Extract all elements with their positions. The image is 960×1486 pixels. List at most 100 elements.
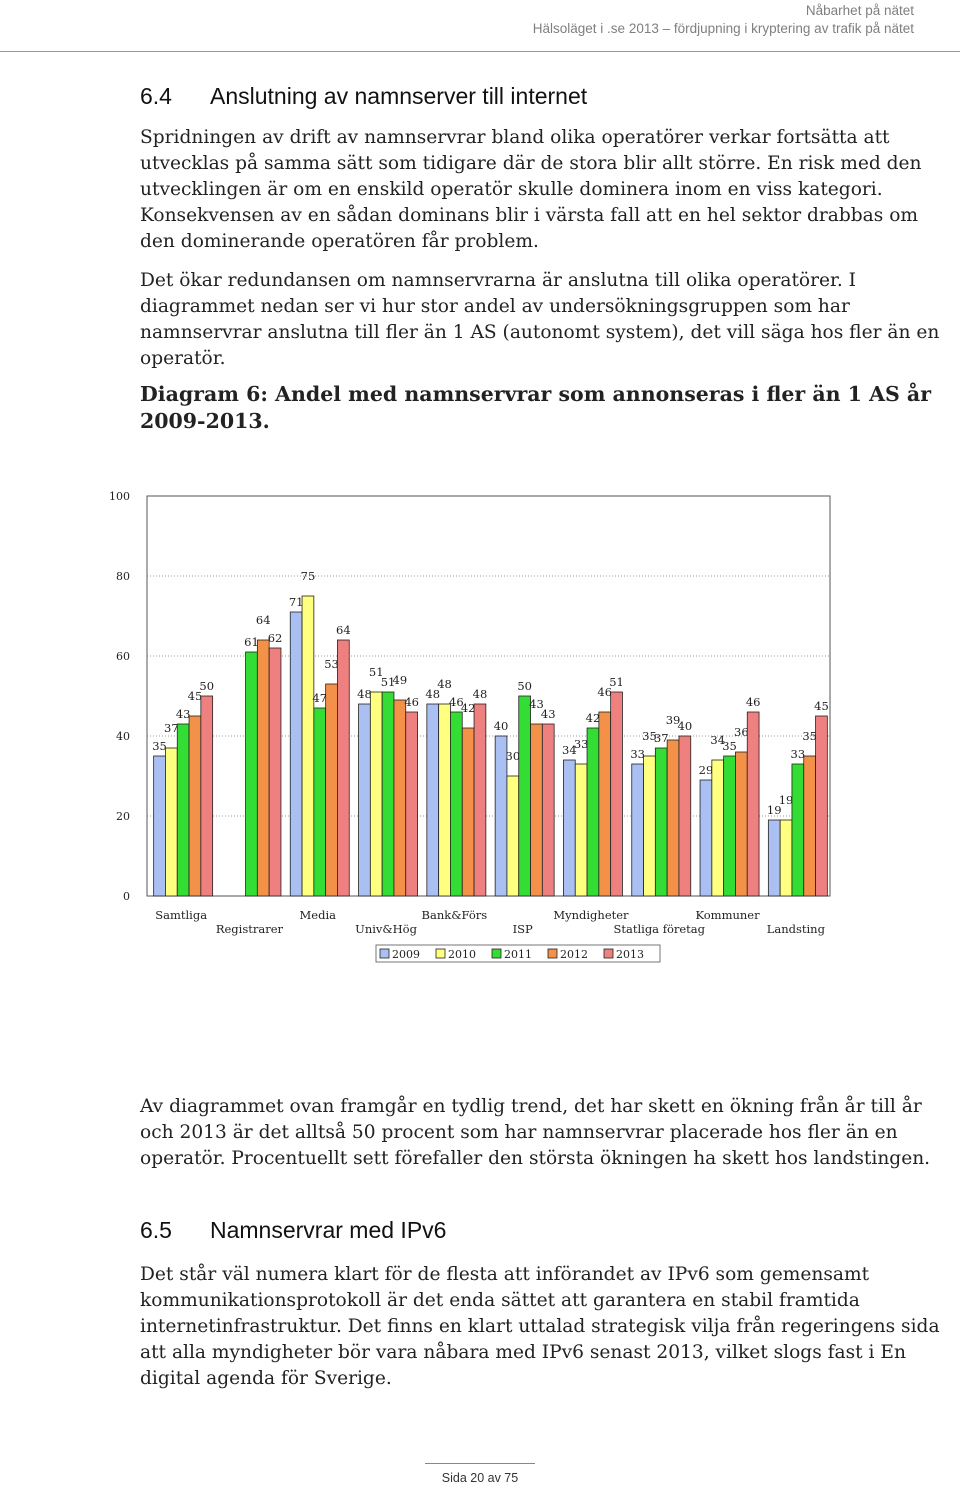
data-label: 64 xyxy=(256,613,271,627)
data-label: 48 xyxy=(437,677,452,691)
data-label: 40 xyxy=(678,719,693,733)
data-label: 35 xyxy=(802,729,817,743)
data-label: 48 xyxy=(357,687,372,701)
data-label: 46 xyxy=(746,695,761,709)
data-label: 62 xyxy=(268,631,283,645)
data-label: 35 xyxy=(642,729,657,743)
bar xyxy=(767,819,781,897)
bar xyxy=(541,723,555,897)
section-number: 6.5 xyxy=(140,1217,172,1243)
data-label: 47 xyxy=(312,691,327,705)
y-tick-label: 60 xyxy=(116,650,130,663)
bar xyxy=(779,819,793,897)
bar xyxy=(381,691,395,897)
bar xyxy=(598,711,612,897)
bar xyxy=(610,691,623,897)
data-label: 48 xyxy=(425,687,440,701)
bar xyxy=(506,775,520,897)
data-label: 42 xyxy=(586,711,601,725)
section-title: Namnservrar med IPv6 xyxy=(210,1217,447,1243)
data-label: 33 xyxy=(630,747,645,761)
header-line-1: Nåbarhet på nätet xyxy=(805,3,914,18)
paragraph-redundancy: Det ökar redundansen om namnservrarna är… xyxy=(140,270,940,369)
data-label: 29 xyxy=(699,763,714,777)
x-tick-label: Univ&Hög xyxy=(355,922,417,936)
y-tick-label: 80 xyxy=(116,570,130,583)
data-label: 50 xyxy=(517,679,532,693)
bar xyxy=(165,747,178,897)
y-tick-label: 0 xyxy=(123,890,130,903)
bar xyxy=(153,755,166,897)
legend-swatch xyxy=(603,948,614,959)
bar xyxy=(369,691,383,897)
bar xyxy=(711,759,725,897)
bar xyxy=(563,759,576,897)
data-label: 46 xyxy=(597,685,612,699)
bar xyxy=(325,683,338,897)
bar xyxy=(518,695,531,897)
data-label: 36 xyxy=(734,725,749,739)
diagram-caption: Diagram 6: Andel med namnservrar som ann… xyxy=(140,382,932,433)
data-label: 33 xyxy=(791,747,806,761)
data-label: 43 xyxy=(176,707,191,721)
bar-chart: 1008060402003537434550616462717547536448… xyxy=(109,490,831,963)
data-label: 40 xyxy=(494,719,509,733)
data-label: 71 xyxy=(289,595,304,609)
bar xyxy=(803,755,816,897)
bar xyxy=(450,711,463,897)
page-footer: Sida 20 av 75 xyxy=(441,1471,519,1485)
data-label: 51 xyxy=(369,665,384,679)
data-label: 19 xyxy=(767,803,782,817)
data-label: 45 xyxy=(188,689,203,703)
footer-divider xyxy=(425,1463,535,1464)
data-label: 39 xyxy=(666,713,681,727)
legend-swatch xyxy=(547,948,558,959)
x-tick-label: Kommuner xyxy=(695,908,760,922)
bar xyxy=(268,647,282,897)
legend-swatch xyxy=(379,948,390,959)
bar xyxy=(746,711,760,897)
bar xyxy=(699,779,713,897)
bar xyxy=(574,763,588,897)
bar xyxy=(313,707,327,897)
bar xyxy=(815,715,828,897)
data-label: 46 xyxy=(449,695,464,709)
bar xyxy=(461,727,475,897)
bar xyxy=(301,595,315,897)
data-label: 42 xyxy=(461,701,476,715)
bar xyxy=(245,651,258,897)
bar xyxy=(530,723,543,897)
legend-label: 2009 xyxy=(392,948,420,961)
y-tick-label: 40 xyxy=(116,730,130,743)
bar xyxy=(188,715,202,897)
section-heading-6-5: 6.5 Namnservrar med IPv6 xyxy=(140,1217,446,1244)
bar xyxy=(586,727,600,897)
paragraph-trend: Av diagrammet ovan framgår en tydlig tre… xyxy=(140,1096,931,1169)
legend-label: 2011 xyxy=(504,948,532,961)
bar xyxy=(405,711,418,897)
x-tick-label: Samtliga xyxy=(155,908,207,922)
data-label: 33 xyxy=(574,737,589,751)
section-number: 6.4 xyxy=(140,83,172,109)
legend-swatch xyxy=(435,948,446,959)
x-tick-label: Bank&Förs xyxy=(422,908,488,922)
data-label: 49 xyxy=(393,673,408,687)
paragraph-intro: Spridningen av drift av namnservrar blan… xyxy=(140,127,922,252)
bar xyxy=(200,695,214,897)
bar xyxy=(289,611,303,897)
bar xyxy=(791,763,805,897)
x-tick-label: Statliga företag xyxy=(613,922,705,936)
legend-label: 2010 xyxy=(448,948,476,961)
bar xyxy=(666,739,680,897)
paragraph-ipv6: Det står väl numera klart för de flesta … xyxy=(140,1264,940,1389)
data-label: 43 xyxy=(541,707,556,721)
legend-label: 2012 xyxy=(560,948,588,961)
bar xyxy=(723,755,736,897)
bar xyxy=(176,723,190,897)
bar xyxy=(643,755,656,897)
bar xyxy=(654,747,668,897)
header-divider xyxy=(0,51,960,52)
x-tick-label: Landsting xyxy=(767,922,826,936)
header-line-2: Hälsoläget i .se 2013 – fördjupning i kr… xyxy=(532,21,914,36)
x-tick-label: ISP xyxy=(513,922,533,936)
